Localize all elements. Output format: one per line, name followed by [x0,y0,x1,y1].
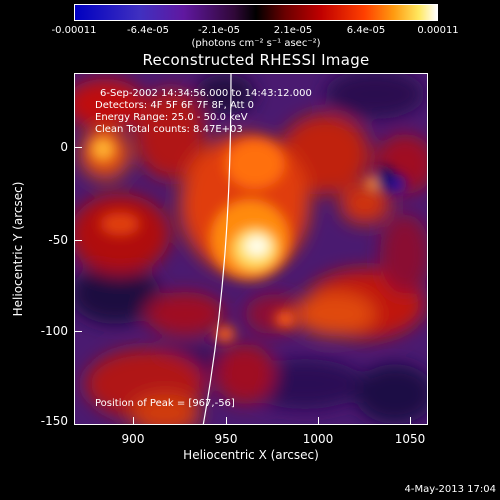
x-tick-mark [318,417,319,425]
y-tick-label: -50 [48,233,68,247]
x-tick-mark [226,417,227,425]
date-stamp: 4-May-2013 17:04 [404,484,496,495]
detectors-label: Detectors: 4F 5F 6F 7F 8F, Att 0 [95,100,255,111]
y-tick-label: -100 [40,324,68,338]
x-tick-label: 900 [121,432,145,446]
colorbar-tick-label: -2.1e-05 [198,25,240,36]
y-axis-label: Heliocentric Y (arcsec) [11,181,25,317]
x-tick-label: 1000 [302,432,334,446]
colorbar-tick-label: -6.4e-05 [127,25,169,36]
x-tick-mark [133,417,134,425]
x-tick-label: 1050 [394,432,426,446]
image-title: Reconstructed RHESSI Image [142,51,370,69]
time-range-label: 6-Sep-2002 14:34:56.000 to 14:43:12.000 [100,88,312,99]
clean-counts-label: Clean Total counts: 8.47E+03 [95,124,243,135]
x-tick-label: 950 [214,432,238,446]
colorbar [74,4,438,21]
colorbar-unit-label: (photons cm⁻² s⁻¹ asec⁻²) [191,38,321,49]
solar-limb-line [202,74,232,424]
y-tick-mark [74,331,82,332]
peak-position-label: Position of Peak = [967,-56] [95,398,235,409]
colorbar-tick-label: 6.4e-05 [346,25,386,36]
y-tick-label: -150 [40,414,68,428]
x-axis-label: Heliocentric X (arcsec) [183,448,319,462]
energy-range-label: Energy Range: 25.0 - 50.0 keV [95,112,248,123]
rhessi-image [75,74,427,424]
colorbar-tick-label: 2.1e-05 [273,25,313,36]
colorbar-tick-label: 0.00011 [417,25,459,36]
image-plot-area: 6-Sep-2002 14:34:56.000 to 14:43:12.000 … [74,73,428,425]
y-tick-label: 0 [60,140,68,154]
x-tick-mark [410,417,411,425]
y-tick-mark [74,147,82,148]
y-tick-mark [74,240,82,241]
colorbar-tick-label: -0.00011 [51,25,97,36]
